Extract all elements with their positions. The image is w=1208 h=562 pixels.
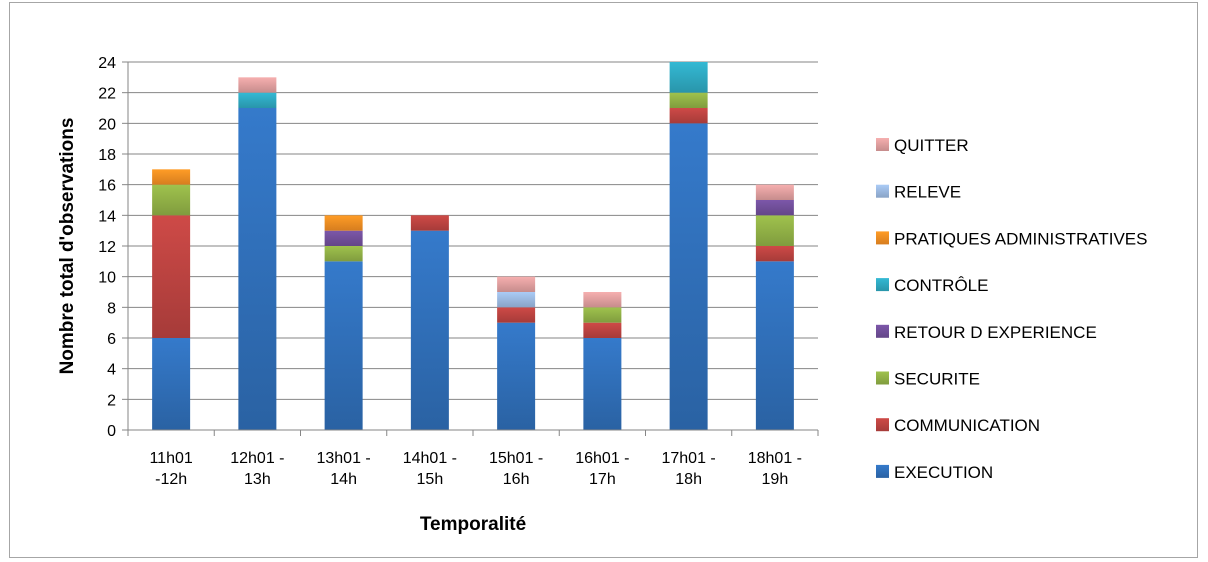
bar-segment-quitter bbox=[497, 276, 536, 292]
y-tick-label: 18 bbox=[98, 147, 116, 164]
bar-segment-communication bbox=[410, 215, 449, 231]
axes bbox=[122, 61, 819, 436]
x-axis-title: Temporalité bbox=[420, 514, 526, 535]
y-tick-label: 8 bbox=[107, 300, 116, 317]
bar-segment-communication bbox=[152, 215, 191, 338]
bar-segment-securite bbox=[583, 307, 622, 323]
legend-label: SECURITE bbox=[894, 370, 980, 389]
bar-segment-execution bbox=[238, 108, 277, 430]
x-tick-label: 18h bbox=[675, 471, 702, 488]
bar-segment-releve bbox=[497, 292, 536, 308]
legend-label: CONTRÔLE bbox=[894, 276, 988, 295]
legend-label: QUITTER bbox=[894, 136, 969, 155]
bar-segment-securite bbox=[152, 184, 191, 216]
x-tick-label: 17h01 - bbox=[661, 450, 715, 467]
bar-segment-quitter bbox=[755, 184, 794, 200]
bar-segment-execution bbox=[755, 261, 794, 430]
bar-segment-retour-d-experience bbox=[324, 230, 363, 246]
y-axis-title: Nombre total d'observations bbox=[57, 118, 78, 375]
bar-segment-securite bbox=[324, 246, 363, 262]
x-tick-label: 15h bbox=[417, 471, 444, 488]
legend-swatch bbox=[876, 138, 889, 151]
legend-swatch bbox=[876, 464, 889, 478]
bar-segment-securite bbox=[669, 92, 708, 108]
y-tick-label: 24 bbox=[98, 55, 116, 72]
y-tick-label: 4 bbox=[107, 362, 116, 379]
gridlines bbox=[128, 61, 818, 400]
bar-segment-quitter bbox=[238, 77, 277, 93]
legend-swatch bbox=[876, 231, 889, 245]
legend-label: COMMUNICATION bbox=[894, 416, 1040, 435]
bar-segment-execution bbox=[410, 230, 449, 430]
x-tick-label: 11h01 bbox=[149, 450, 192, 467]
x-tick-label: -12h bbox=[155, 471, 187, 488]
bar-segment-communication bbox=[583, 322, 622, 338]
x-tick-label: 16h bbox=[503, 471, 530, 488]
legend-label: RELEVE bbox=[894, 183, 961, 202]
x-tick-label: 16h01 - bbox=[575, 450, 629, 467]
bar-segment-communication bbox=[755, 246, 794, 262]
x-tick-label: 13h bbox=[244, 471, 271, 488]
chart-frame bbox=[9, 2, 1198, 558]
bar-segment-communication bbox=[669, 108, 708, 124]
y-tick-label: 20 bbox=[98, 116, 116, 133]
legend-label: RETOUR D EXPERIENCE bbox=[894, 323, 1097, 342]
x-tick-label: 17h bbox=[589, 471, 616, 488]
bar-segment-execution bbox=[583, 338, 622, 430]
legend-swatch bbox=[876, 278, 889, 292]
y-tick-label: 0 bbox=[107, 423, 116, 440]
legend-swatch bbox=[876, 324, 889, 338]
y-tick-label: 22 bbox=[98, 86, 116, 103]
legend-swatch bbox=[876, 184, 889, 198]
bar-segment-retour-d-experience bbox=[755, 200, 794, 216]
x-tick-label: 19h bbox=[762, 471, 789, 488]
bar-segment-quitter bbox=[583, 292, 622, 308]
bar-segment-execution bbox=[669, 123, 708, 430]
legend-swatch bbox=[876, 418, 889, 432]
bar-segment-pratiques-administratives bbox=[324, 215, 363, 231]
y-tick-label: 14 bbox=[98, 208, 116, 225]
legend-label: EXECUTION bbox=[894, 463, 993, 482]
bar-segment-contr-le bbox=[669, 62, 708, 93]
legend: QUITTER RELEVE PRATIQUES ADMINISTRATIVES CO… bbox=[876, 136, 1147, 482]
x-tick-label: 18h01 - bbox=[748, 450, 802, 467]
bar-segment-communication bbox=[497, 307, 536, 323]
x-tick-label: 12h01 - bbox=[230, 450, 284, 467]
bar-segment-securite bbox=[755, 215, 794, 246]
x-tick-label: 13h01 - bbox=[316, 450, 370, 467]
bars bbox=[152, 62, 794, 430]
bar-segment-contr-le bbox=[238, 92, 277, 108]
bar-segment-execution bbox=[497, 322, 536, 430]
y-tick-label: 10 bbox=[98, 270, 116, 287]
bar-segment-execution bbox=[152, 338, 191, 430]
x-tick-label: 14h bbox=[330, 471, 357, 488]
x-tick-label: 14h01 - bbox=[403, 450, 457, 467]
legend-swatch bbox=[876, 371, 889, 385]
y-tick-label: 6 bbox=[107, 331, 116, 348]
y-tick-label: 2 bbox=[107, 392, 116, 409]
bar-segment-pratiques-administratives bbox=[152, 169, 191, 185]
bar-segment-execution bbox=[324, 261, 363, 430]
x-tick-label: 15h01 - bbox=[489, 450, 543, 467]
y-tick-label: 16 bbox=[98, 178, 116, 195]
y-tick-label: 12 bbox=[98, 239, 116, 256]
legend-label: PRATIQUES ADMINISTRATIVES bbox=[894, 229, 1147, 248]
x-tick-labels: 11h01 -12h 12h01 - 13h 13h01 - 14h 14h01 - 15h 1… bbox=[149, 450, 802, 488]
